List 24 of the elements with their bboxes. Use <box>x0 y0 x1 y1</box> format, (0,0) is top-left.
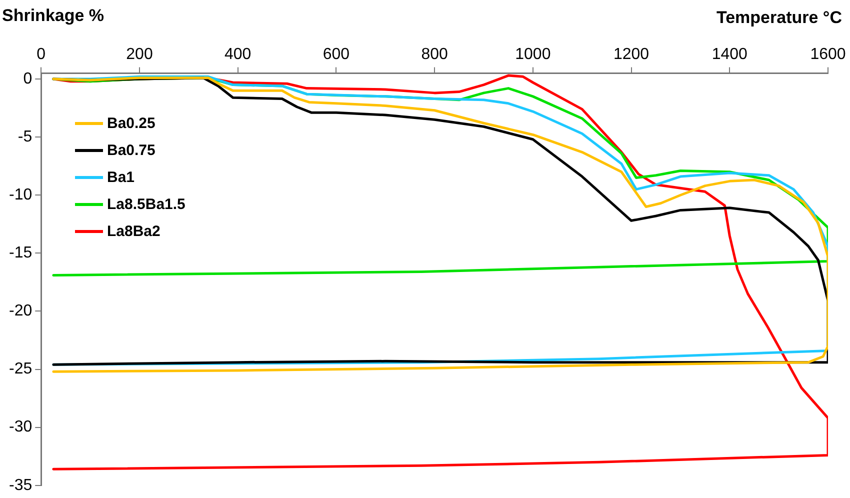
x-tick-label: 600 <box>322 46 350 64</box>
y-tick-label: -35 <box>9 476 32 494</box>
legend-label: Ba0.25 <box>107 115 156 132</box>
legend-label: Ba0.75 <box>107 142 156 159</box>
y-axis-title: Shrinkage % <box>2 6 104 26</box>
legend-label: La8Ba2 <box>107 223 160 240</box>
y-tick-label: -25 <box>9 360 32 378</box>
x-tick-label: 0 <box>36 46 46 64</box>
x-tick-label: 1000 <box>515 46 551 64</box>
y-tick-label: -30 <box>9 418 32 436</box>
legend-label: Ba1 <box>107 169 135 186</box>
y-tick-label: 0 <box>23 70 32 88</box>
legend-label: La8.5Ba1.5 <box>107 196 186 213</box>
y-tick-label: -20 <box>9 302 32 320</box>
x-tick-label: 1600 <box>810 46 846 64</box>
x-tick-label: 1400 <box>712 46 748 64</box>
x-tick-label: 1200 <box>613 46 650 64</box>
y-tick-label: -5 <box>18 128 32 146</box>
y-tick-label: -10 <box>9 186 32 204</box>
x-tick-label: 200 <box>126 46 153 64</box>
x-tick-label: 400 <box>224 46 252 64</box>
x-tick-label: 800 <box>421 46 448 64</box>
y-tick-label: -15 <box>9 244 32 262</box>
x-axis-title: Temperature °C <box>716 8 842 28</box>
